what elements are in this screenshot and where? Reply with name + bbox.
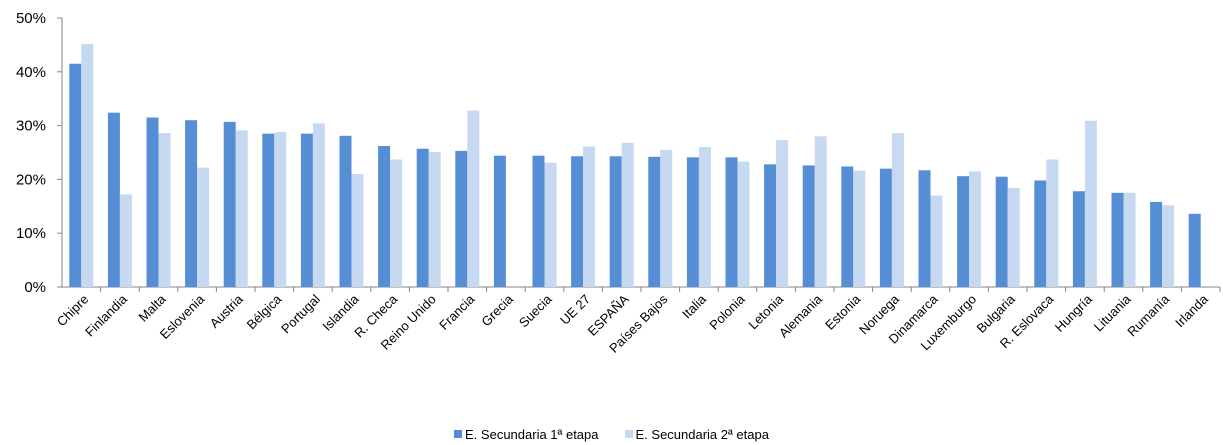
bar-series-1 (1111, 192, 1124, 287)
bar-series-2 (891, 133, 904, 287)
bar-series-1 (571, 156, 584, 287)
y-tick-label: 10% (16, 225, 46, 242)
bar-series-1 (725, 157, 738, 287)
bar-series-1 (995, 176, 1008, 287)
bar-series-2 (737, 161, 750, 287)
bar-series-2 (158, 133, 171, 287)
bar-series-1 (378, 146, 391, 287)
x-tick-label: Chipre (54, 292, 92, 330)
x-tick-label: Irlanda (1172, 291, 1211, 330)
bar-series-2 (1084, 120, 1097, 288)
legend-item-series-2: E. Secundaria 2ª etapa (624, 426, 769, 442)
bar-series-1 (146, 117, 159, 287)
bar-series-2 (119, 194, 132, 287)
legend-swatch-series-2 (624, 430, 633, 438)
y-tick-label: 0% (24, 279, 46, 296)
bar-series-2 (312, 123, 325, 287)
bar-series-1 (957, 176, 970, 287)
x-tick-label: Grecia (478, 291, 516, 329)
bar-series-1 (69, 63, 82, 288)
bar-series-1 (918, 170, 931, 287)
bar-series-2 (1046, 159, 1059, 287)
bar-series-2 (660, 149, 673, 287)
bar-series-1 (1188, 213, 1201, 287)
x-tick-label: Finlandia (82, 291, 130, 339)
bar-series-2 (776, 140, 789, 287)
bar-series-2 (274, 132, 287, 287)
y-tick-label: 40% (16, 64, 46, 81)
bar-series-1 (416, 148, 429, 287)
bar-series-2 (197, 167, 210, 287)
bar-series-2 (428, 151, 441, 287)
bar-series-2 (390, 159, 403, 287)
y-tick-label: 50% (16, 10, 46, 27)
legend: E. Secundaria 1ª etapa E. Secundaria 2ª … (0, 425, 1223, 443)
bar-series-2 (544, 162, 557, 287)
bar-series-2 (621, 142, 634, 287)
bar-series-2 (1162, 205, 1175, 287)
bar-series-2 (930, 195, 943, 287)
bar-series-2 (81, 43, 94, 287)
bar-series-2 (583, 146, 596, 287)
x-tick-label: Austria (207, 291, 247, 331)
bar-series-1 (879, 168, 892, 287)
bar-series-2 (235, 130, 248, 287)
bar-series-1 (107, 112, 120, 287)
bar-series-2 (467, 110, 480, 287)
bar-series-1 (300, 133, 313, 287)
bar-series-1 (802, 165, 815, 287)
legend-item-series-1: E. Secundaria 1ª etapa (454, 426, 599, 442)
x-tick-label: Francia (436, 291, 478, 333)
bar-series-2 (698, 147, 711, 287)
bar-series-2 (814, 136, 827, 287)
bar-series-1 (339, 135, 352, 287)
x-tick-label: Hungría (1052, 291, 1096, 335)
bar-series-1 (532, 155, 545, 287)
y-tick-label: 20% (16, 171, 46, 188)
bar-series-1 (185, 120, 198, 287)
bar-series-1 (648, 156, 661, 287)
x-tick-label: Suecia (516, 291, 555, 330)
x-tick-label: Malta (136, 291, 170, 325)
bar-series-1 (455, 150, 468, 287)
bar-series-1 (609, 156, 622, 287)
bar-series-1 (1034, 180, 1047, 287)
bar-series-1 (841, 166, 854, 287)
bar-series-1 (1150, 201, 1163, 287)
bar-series-1 (764, 164, 777, 287)
bar-series-1 (1072, 191, 1085, 287)
x-tick-label: UE 27 (557, 292, 593, 328)
bar-series-2 (1123, 192, 1136, 287)
bar-series-2 (853, 170, 866, 287)
legend-swatch-series-1 (454, 430, 463, 438)
x-tick-label: Portugal (278, 291, 323, 336)
bar-series-2 (969, 171, 982, 287)
y-tick-label: 30% (16, 118, 46, 135)
bar-series-1 (493, 155, 506, 287)
bar-series-1 (262, 133, 275, 287)
bar-series-2 (351, 174, 364, 287)
bars (69, 43, 1201, 288)
bar-series-2 (1007, 188, 1020, 287)
bar-series-1 (223, 121, 236, 287)
x-tick-label: Alemania (776, 291, 825, 340)
x-tick-label: Polonia (706, 291, 748, 333)
x-tick-label: Italia (679, 291, 710, 322)
bar-series-1 (686, 157, 699, 287)
x-tick-label: Rumanía (1124, 291, 1172, 339)
legend-label-series-1: E. Secundaria 1ª etapa (465, 426, 599, 442)
legend-label-series-2: E. Secundaria 2ª etapa (635, 426, 769, 442)
